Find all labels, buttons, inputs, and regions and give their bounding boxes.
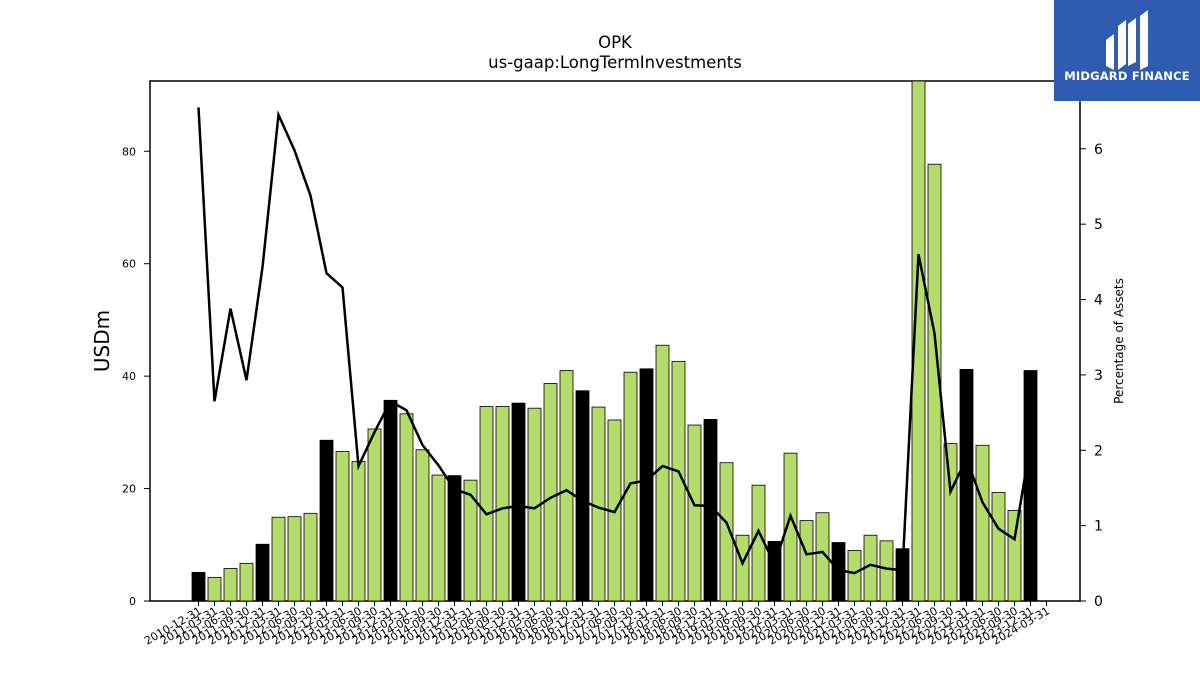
bar-2015-12-31	[511, 402, 526, 602]
bar-2015-06-30	[479, 406, 494, 602]
y2-axis-label: Percentage of Assets	[1112, 278, 1126, 404]
y2-tick-label: 5	[1094, 217, 1103, 233]
bar-2011-12-31	[255, 543, 270, 602]
midgard-logo-icon	[1106, 10, 1148, 70]
y2-tick-label: 4	[1094, 293, 1103, 309]
y2-tick-label: 2	[1094, 443, 1103, 459]
bar-2013-12-31	[383, 399, 398, 602]
bar-2015-03-31	[463, 479, 478, 602]
y2-tick-label: 3	[1094, 368, 1103, 384]
bar-2016-12-31	[575, 390, 590, 602]
bar-2012-12-31	[319, 439, 334, 602]
bar-2023-09-30	[1007, 510, 1022, 602]
bar-2018-03-31	[655, 344, 670, 602]
y2-tick-label: 6	[1094, 142, 1103, 158]
chart-title: OPK	[598, 33, 632, 52]
bar-2013-03-31	[335, 451, 350, 602]
brand-logo: MIDGARD FINANCE	[1054, 0, 1200, 101]
bar-2012-06-30	[287, 516, 302, 602]
bar-2012-03-31	[271, 516, 286, 602]
y2-tick-label: 0	[1094, 594, 1103, 610]
bar-2016-06-30	[543, 383, 558, 602]
bar-2016-09-30	[559, 370, 574, 602]
bar-2023-03-31	[975, 444, 990, 602]
y-tick-label: 60	[122, 258, 136, 271]
bar-2011-06-30	[223, 567, 238, 602]
y-tick-label: 40	[122, 370, 136, 383]
bar-2019-06-30	[735, 534, 750, 602]
x-axis: 2010-12-312011-03-312011-06-302011-09-30…	[142, 601, 1052, 648]
bar-2017-03-31	[591, 406, 606, 602]
bar-2021-03-31	[847, 550, 862, 602]
chart-subtitle: us-gaap:LongTermInvestments	[488, 53, 742, 72]
bar-2012-09-30	[303, 512, 318, 602]
bar-2021-09-30	[879, 540, 894, 602]
y-tick-label: 20	[122, 483, 136, 496]
bar-2022-09-30	[943, 443, 958, 602]
bar-2014-06-30	[415, 449, 430, 602]
bar-2023-12-31	[1023, 370, 1038, 602]
y2-axis: 0 1 2 3 4 5 6	[1080, 142, 1103, 610]
bar-2022-12-31	[959, 368, 974, 602]
bar-2018-09-30	[687, 424, 702, 602]
bar-2015-09-30	[495, 406, 510, 602]
bar-2014-09-30	[431, 474, 446, 602]
y-axis-label: USDm	[90, 310, 114, 372]
bar-2013-09-30	[367, 428, 382, 602]
bar-2013-06-30	[351, 461, 366, 602]
bar-2020-06-30	[799, 520, 814, 602]
bar-2017-12-31	[639, 368, 654, 602]
bar-2010-12-31	[191, 571, 206, 602]
percentage-line	[197, 107, 1032, 575]
bar-2014-12-31	[447, 475, 462, 602]
y-axis: 0 20 40 60 80	[122, 145, 150, 608]
bar-2017-09-30	[623, 371, 638, 602]
bar-2023-06-30	[991, 492, 1006, 602]
bar-2011-09-30	[239, 562, 254, 602]
y-tick-label: 80	[122, 145, 136, 158]
bar-2011-03-31	[207, 576, 222, 602]
y2-tick-label: 1	[1094, 519, 1103, 535]
bar-2014-03-31	[399, 413, 414, 602]
bars	[191, 80, 1038, 602]
y-tick-label: 0	[129, 595, 136, 608]
logo-text: MIDGARD FINANCE	[1064, 69, 1190, 83]
